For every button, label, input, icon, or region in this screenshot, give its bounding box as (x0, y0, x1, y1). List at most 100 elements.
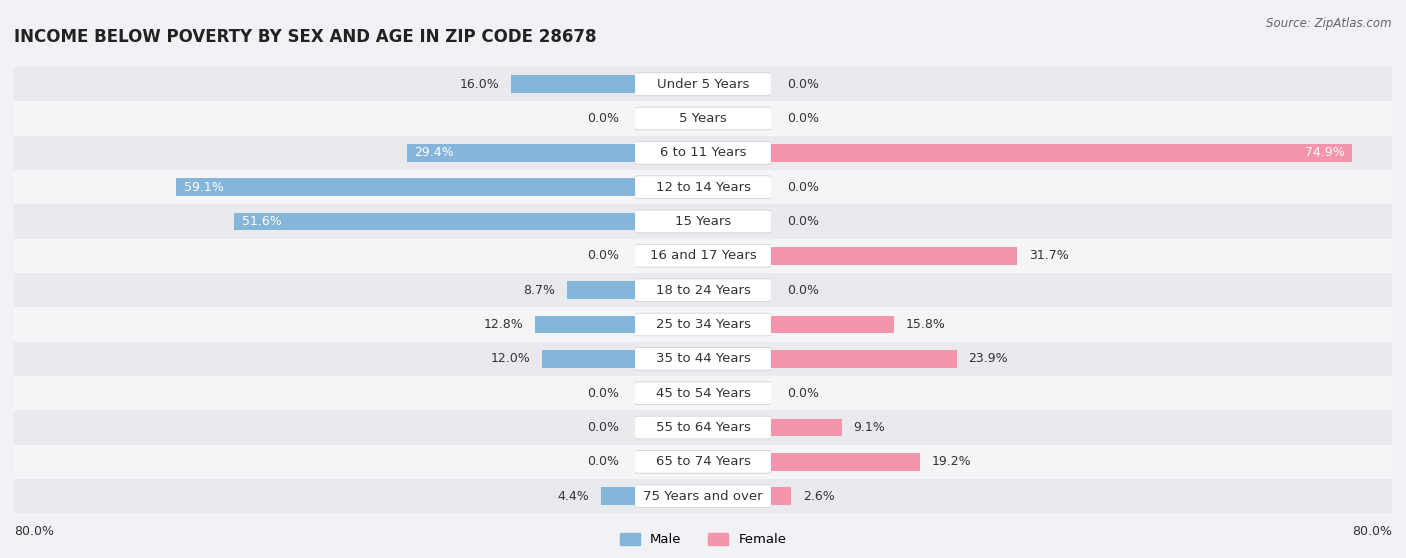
Text: 0.0%: 0.0% (588, 455, 619, 468)
Bar (772, 102, 1392, 136)
Bar (772, 239, 1392, 273)
Bar (634, 67, 772, 102)
Text: 12.0%: 12.0% (491, 352, 530, 365)
Text: 0.0%: 0.0% (588, 421, 619, 434)
Text: 4.4%: 4.4% (557, 490, 589, 503)
Bar (634, 102, 772, 136)
Bar (14, 479, 634, 513)
Text: 55 to 64 Years: 55 to 64 Years (655, 421, 751, 434)
Text: Under 5 Years: Under 5 Years (657, 78, 749, 90)
Text: 16 and 17 Years: 16 and 17 Years (650, 249, 756, 262)
Bar (541, 350, 634, 368)
Bar (772, 376, 1392, 410)
Bar (772, 410, 1392, 445)
Bar (772, 479, 1392, 513)
Bar (772, 445, 1392, 479)
Bar (14, 136, 634, 170)
Bar (772, 350, 956, 368)
Text: 51.6%: 51.6% (242, 215, 283, 228)
Text: 65 to 74 Years: 65 to 74 Years (655, 455, 751, 468)
Bar (14, 102, 634, 136)
Text: 0.0%: 0.0% (787, 215, 818, 228)
Bar (14, 307, 634, 341)
Text: 0.0%: 0.0% (787, 181, 818, 194)
Text: 80.0%: 80.0% (1353, 526, 1392, 538)
Bar (634, 376, 772, 410)
Text: 19.2%: 19.2% (932, 455, 972, 468)
Text: 0.0%: 0.0% (787, 387, 818, 400)
Bar (772, 273, 1392, 307)
Text: 45 to 54 Years: 45 to 54 Years (655, 387, 751, 400)
Text: Source: ZipAtlas.com: Source: ZipAtlas.com (1267, 17, 1392, 30)
Text: 6 to 11 Years: 6 to 11 Years (659, 146, 747, 159)
FancyBboxPatch shape (634, 313, 772, 336)
FancyBboxPatch shape (634, 73, 772, 95)
Bar (14, 445, 634, 479)
Text: 35 to 44 Years: 35 to 44 Years (655, 352, 751, 365)
Bar (634, 239, 772, 273)
Bar (634, 204, 772, 239)
FancyBboxPatch shape (634, 348, 772, 370)
Legend: Male, Female: Male, Female (614, 527, 792, 551)
Bar (406, 144, 634, 162)
FancyBboxPatch shape (634, 416, 772, 439)
Bar (772, 136, 1392, 170)
Text: 18 to 24 Years: 18 to 24 Years (655, 283, 751, 297)
Bar (772, 144, 1353, 162)
Text: 31.7%: 31.7% (1029, 249, 1069, 262)
Text: 12.8%: 12.8% (484, 318, 524, 331)
Text: 15.8%: 15.8% (905, 318, 945, 331)
Bar (14, 376, 634, 410)
Bar (14, 170, 634, 204)
Bar (772, 453, 921, 471)
Bar (14, 204, 634, 239)
Bar (634, 307, 772, 341)
Bar (176, 178, 634, 196)
Text: 0.0%: 0.0% (588, 112, 619, 125)
Bar (14, 239, 634, 273)
Text: 16.0%: 16.0% (460, 78, 499, 90)
Bar (772, 487, 792, 505)
Text: 59.1%: 59.1% (184, 181, 224, 194)
Bar (510, 75, 634, 93)
Bar (772, 316, 894, 334)
FancyBboxPatch shape (634, 279, 772, 301)
FancyBboxPatch shape (634, 210, 772, 233)
Bar (14, 410, 634, 445)
Bar (634, 479, 772, 513)
Text: 9.1%: 9.1% (853, 421, 886, 434)
Text: 0.0%: 0.0% (787, 78, 818, 90)
Bar (536, 316, 634, 334)
Text: 25 to 34 Years: 25 to 34 Years (655, 318, 751, 331)
Bar (567, 281, 634, 299)
FancyBboxPatch shape (634, 176, 772, 199)
Text: 74.9%: 74.9% (1305, 146, 1344, 159)
FancyBboxPatch shape (634, 107, 772, 130)
Bar (772, 170, 1392, 204)
Bar (14, 273, 634, 307)
Text: INCOME BELOW POVERTY BY SEX AND AGE IN ZIP CODE 28678: INCOME BELOW POVERTY BY SEX AND AGE IN Z… (14, 28, 596, 46)
Text: 29.4%: 29.4% (415, 146, 454, 159)
Bar (772, 341, 1392, 376)
Text: 0.0%: 0.0% (787, 283, 818, 297)
Bar (600, 487, 634, 505)
FancyBboxPatch shape (634, 382, 772, 405)
Bar (634, 445, 772, 479)
Text: 75 Years and over: 75 Years and over (643, 490, 763, 503)
FancyBboxPatch shape (634, 244, 772, 267)
Bar (772, 307, 1392, 341)
Text: 0.0%: 0.0% (588, 249, 619, 262)
Text: 0.0%: 0.0% (787, 112, 818, 125)
Text: 8.7%: 8.7% (523, 283, 555, 297)
Text: 15 Years: 15 Years (675, 215, 731, 228)
FancyBboxPatch shape (634, 142, 772, 164)
Bar (634, 410, 772, 445)
Bar (634, 341, 772, 376)
Bar (634, 170, 772, 204)
FancyBboxPatch shape (634, 485, 772, 508)
Text: 2.6%: 2.6% (803, 490, 835, 503)
Bar (772, 67, 1392, 102)
Bar (772, 204, 1392, 239)
Bar (14, 341, 634, 376)
Bar (14, 67, 634, 102)
